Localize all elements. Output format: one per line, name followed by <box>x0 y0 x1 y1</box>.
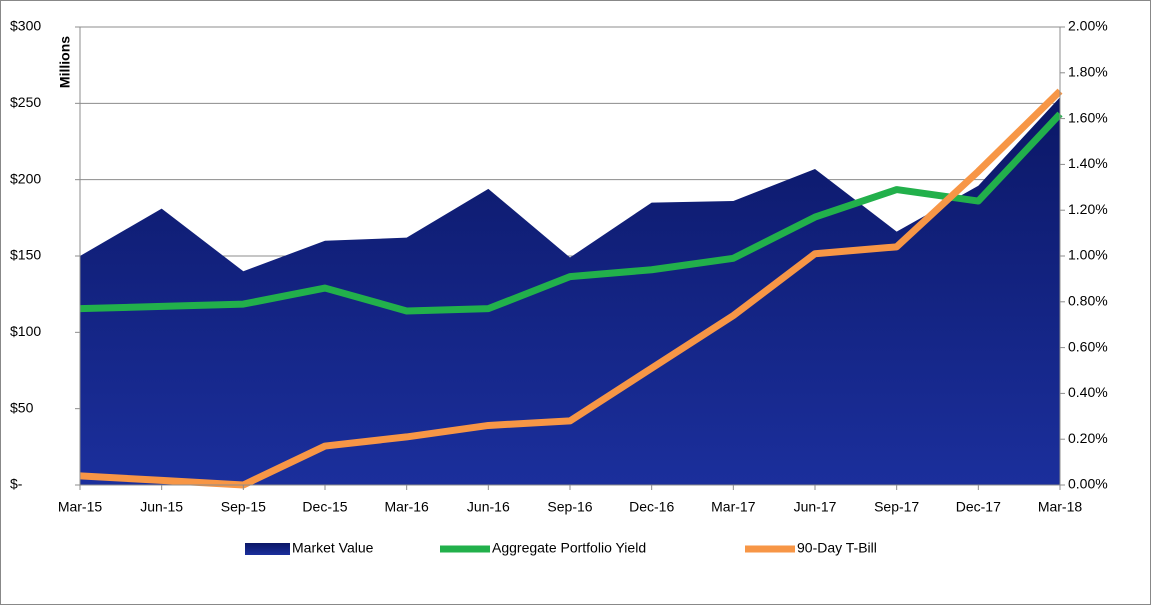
x-tick-label: Mar-17 <box>711 499 756 515</box>
y2-tick-label: 1.60% <box>1068 109 1108 125</box>
x-tick-label: Jun-16 <box>467 499 510 515</box>
line <box>79 111 1063 315</box>
x-tick-label: Dec-15 <box>302 499 347 515</box>
y-tick-label: $- <box>10 476 23 492</box>
y2-tick-label: 2.00% <box>1068 18 1108 34</box>
y-tick-label: $250 <box>10 94 41 110</box>
y-tick-label: $300 <box>10 18 41 34</box>
legend-label: 90-Day T-Bill <box>797 540 877 556</box>
y2-tick-label: 1.20% <box>1068 201 1108 217</box>
y2-tick-label: 0.00% <box>1068 476 1108 492</box>
y2-tick-label: 0.40% <box>1068 384 1108 400</box>
y2-tick-label: 0.80% <box>1068 293 1108 309</box>
x-tick-label: Sep-16 <box>547 499 592 515</box>
y2-tick-label: 1.80% <box>1068 64 1108 80</box>
area <box>80 97 1060 485</box>
x-tick-label: Dec-17 <box>956 499 1001 515</box>
y-tick-label: $100 <box>10 323 41 339</box>
y-tick-label: $50 <box>10 399 34 415</box>
legend-label: Market Value <box>292 540 374 556</box>
y2-tick-label: 1.40% <box>1068 155 1108 171</box>
y2-tick-label: 0.20% <box>1068 430 1108 446</box>
x-tick-label: Mar-15 <box>58 499 103 515</box>
y-axis-label: Millions <box>57 36 73 88</box>
y2-tick-label: 0.60% <box>1068 338 1108 354</box>
x-tick-label: Sep-17 <box>874 499 919 515</box>
y2-tick-label: 1.00% <box>1068 247 1108 263</box>
x-tick-label: Mar-18 <box>1038 499 1083 515</box>
x-tick-label: Dec-16 <box>629 499 674 515</box>
y-tick-label: $200 <box>10 170 41 186</box>
y-tick-label: $150 <box>10 247 41 263</box>
x-tick-label: Jun-17 <box>794 499 837 515</box>
x-tick-label: Jun-15 <box>140 499 183 515</box>
x-tick-label: Mar-16 <box>384 499 429 515</box>
x-tick-label: Sep-15 <box>221 499 266 515</box>
legend-label: Aggregate Portfolio Yield <box>492 540 646 556</box>
legend-swatch <box>245 543 290 555</box>
